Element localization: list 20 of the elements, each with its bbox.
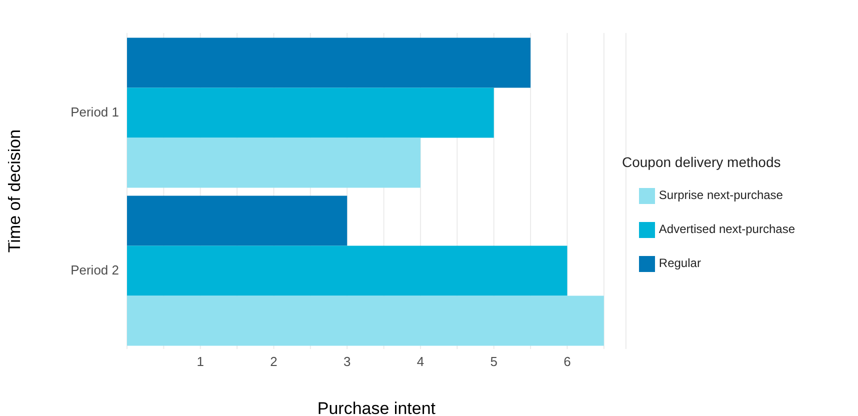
legend-label: Regular bbox=[658, 256, 701, 270]
x-tick-label: 4 bbox=[416, 354, 424, 370]
bar bbox=[127, 88, 494, 138]
legend-title: Coupon delivery methods bbox=[622, 154, 781, 170]
bar bbox=[127, 196, 348, 246]
bar bbox=[127, 138, 420, 188]
bar bbox=[127, 246, 568, 296]
legend-label: Advertised next-purchase bbox=[658, 222, 795, 236]
x-tick-label: 5 bbox=[490, 354, 498, 370]
x-tick-label: 2 bbox=[270, 354, 278, 370]
x-tick-label: 1 bbox=[196, 354, 204, 370]
x-tick-label: 3 bbox=[343, 354, 351, 370]
x-axis-title: Purchase intent bbox=[317, 399, 436, 416]
y-tick-label: Period 1 bbox=[70, 104, 119, 120]
bar bbox=[127, 38, 531, 88]
bar bbox=[127, 296, 604, 346]
y-axis-title: Time of decision bbox=[5, 129, 24, 253]
legend-label: Surprise next-purchase bbox=[658, 188, 783, 202]
y-tick-label: Period 2 bbox=[70, 262, 119, 278]
x-tick-label: 6 bbox=[564, 354, 571, 370]
